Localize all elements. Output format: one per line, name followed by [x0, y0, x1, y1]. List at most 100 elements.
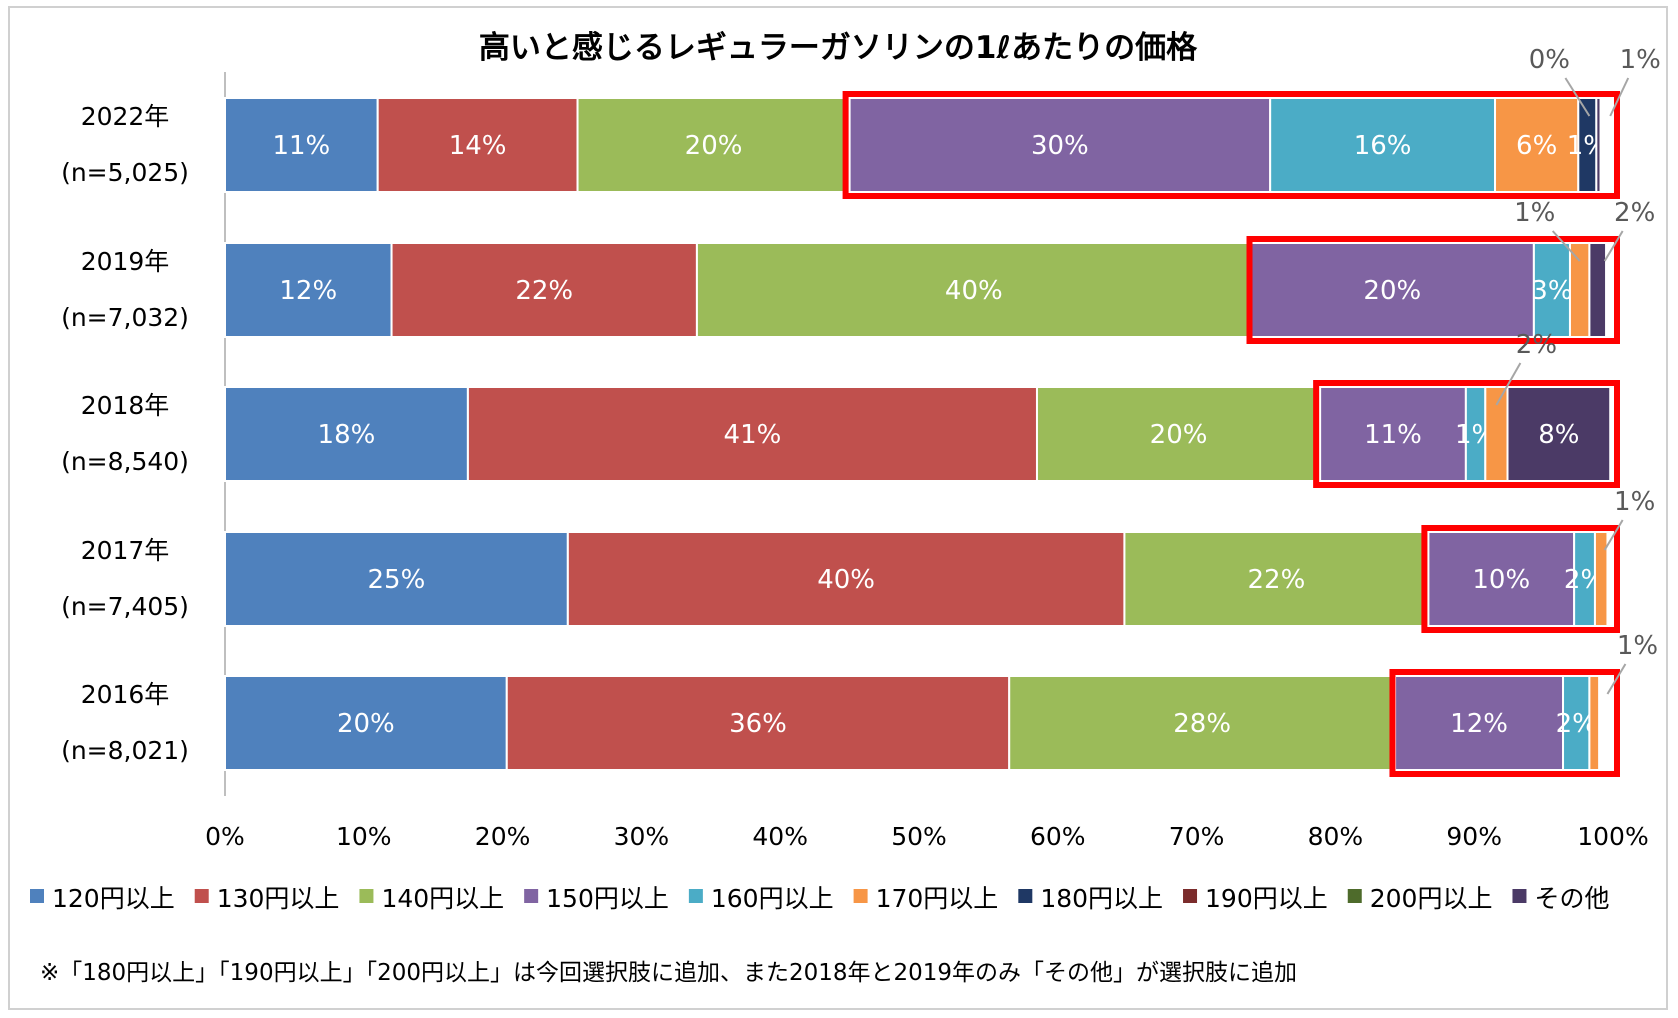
callout-leader-line	[1551, 230, 1581, 262]
callout-leader-line	[1606, 663, 1627, 695]
legend-swatch	[1183, 889, 1198, 903]
legend-label: 140円以上	[381, 884, 504, 913]
legend-label: 190円以上	[1205, 884, 1328, 913]
callout-layer: 0% 1% 1% 2% 2% 1% 1%	[1495, 45, 1661, 695]
legend-label: 120円以上	[52, 884, 175, 913]
bar-segment	[1595, 97, 1602, 193]
callout-label: 2%	[1516, 330, 1557, 360]
x-tick-label: 40%	[752, 822, 808, 851]
x-tick-label: 70%	[1169, 822, 1225, 851]
segment-data-label: 40%	[945, 276, 1003, 306]
bar-segment	[1427, 531, 1576, 627]
callout-leader-line	[1564, 77, 1591, 117]
segment-data-label: 40%	[817, 565, 875, 595]
callout-leader-line	[1603, 519, 1624, 551]
segment-data-label: 41%	[724, 420, 782, 450]
bar-segment	[1532, 242, 1571, 338]
segment-data-label: 20%	[337, 709, 395, 739]
segment-data-label: 3%	[1531, 276, 1572, 306]
x-tick-label: 30%	[614, 822, 670, 851]
bar-segment	[1494, 97, 1580, 193]
legend-swatch	[359, 889, 374, 903]
segment-data-label: 11%	[1364, 420, 1422, 450]
category-n-label: (n=7,032)	[61, 303, 189, 332]
segment-data-label: 8%	[1538, 420, 1579, 450]
segment-data-label: 6%	[1516, 131, 1557, 161]
footnote: ※「180円以上」「190円以上」「200円以上」は今回選択肢に追加、また201…	[40, 960, 1297, 986]
callout-label: 1%	[1620, 45, 1661, 75]
segment-data-label: 16%	[1354, 131, 1412, 161]
x-tick-label: 50%	[891, 822, 947, 851]
legend-swatch	[524, 889, 539, 903]
bar-segment	[466, 386, 1038, 482]
bar-segment	[848, 97, 1272, 193]
bar-segment	[1484, 386, 1509, 482]
segment-data-label: 25%	[368, 565, 426, 595]
x-tick-label: 100%	[1577, 822, 1648, 851]
category-year-label: 2022年	[81, 102, 170, 131]
bar-segment	[1588, 242, 1608, 338]
bar-segment	[1562, 675, 1591, 771]
legend-swatch	[1018, 889, 1033, 903]
bar-segment	[224, 675, 508, 771]
highlight-box	[1389, 669, 1621, 777]
legend-swatch	[1347, 889, 1362, 903]
bar-segment	[1593, 531, 1609, 627]
legend-label: 130円以上	[217, 884, 340, 913]
category-year-label: 2019年	[81, 247, 170, 276]
callout-leader-line	[1603, 230, 1624, 262]
segment-data-label: 12%	[279, 276, 337, 306]
bar-segment	[224, 531, 569, 627]
bar-segment	[390, 242, 698, 338]
legend-label: 180円以上	[1040, 884, 1163, 913]
segment-data-label: 22%	[515, 276, 573, 306]
legend-swatch	[688, 889, 703, 903]
segment-data-label: 14%	[449, 131, 507, 161]
segment-data-label: 12%	[1450, 709, 1508, 739]
legend: 120円以上 130円以上 140円以上 150円以上 160円以上 170円以上 180円…	[30, 884, 1609, 913]
legend-label: 200円以上	[1370, 884, 1493, 913]
legend-swatch	[853, 889, 868, 903]
segment-data-label: 11%	[272, 131, 330, 161]
chart-frame	[8, 6, 1668, 1010]
legend-swatch	[194, 889, 209, 903]
bar-segment	[224, 97, 379, 193]
segment-data-label: 36%	[729, 709, 787, 739]
axis-layer: 0% 10% 20% 30% 40% 50% 60% 70% 80% 90% 100% 2022年 (n…	[61, 72, 1649, 851]
highlight-box	[842, 91, 1620, 199]
legend-label: 160円以上	[711, 884, 834, 913]
segment-data-label: 10%	[1472, 565, 1530, 595]
highlight-box	[1246, 236, 1621, 344]
category-year-label: 2017年	[81, 536, 170, 565]
legend-label: その他	[1534, 884, 1609, 913]
bar-segment	[1394, 675, 1565, 771]
legend-swatch	[30, 889, 44, 903]
bar-segment	[1269, 97, 1497, 193]
bar-segment	[1319, 386, 1467, 482]
legend-label: 170円以上	[876, 884, 999, 913]
callout-label: 1%	[1614, 487, 1655, 517]
x-tick-label: 60%	[1030, 822, 1086, 851]
segment-data-label: 22%	[1248, 565, 1306, 595]
segment-data-label: 30%	[1031, 131, 1089, 161]
bar-segment	[1568, 242, 1591, 338]
highlight-box	[1313, 380, 1620, 488]
category-year-label: 2016年	[81, 680, 170, 709]
x-tick-label: 80%	[1308, 822, 1364, 851]
bar-segment	[695, 242, 1252, 338]
category-n-label: (n=8,540)	[61, 447, 189, 476]
bar-segment	[376, 97, 579, 193]
legend-label: 150円以上	[546, 884, 669, 913]
category-year-label: 2018年	[81, 391, 170, 420]
bar-segment	[1506, 386, 1612, 482]
highlight-box	[1421, 525, 1620, 633]
callout-leader-line	[1495, 362, 1522, 406]
category-n-label: (n=7,405)	[61, 592, 189, 621]
bar-segment	[224, 242, 393, 338]
chart-title: 高いと感じるレギュラーガソリンの1ℓあたりの価格	[479, 30, 1198, 66]
segment-data-label: 20%	[1363, 276, 1421, 306]
segment-data-label: 28%	[1173, 709, 1231, 739]
callout-label: 0%	[1529, 45, 1570, 75]
category-n-label: (n=8,021)	[61, 736, 189, 765]
